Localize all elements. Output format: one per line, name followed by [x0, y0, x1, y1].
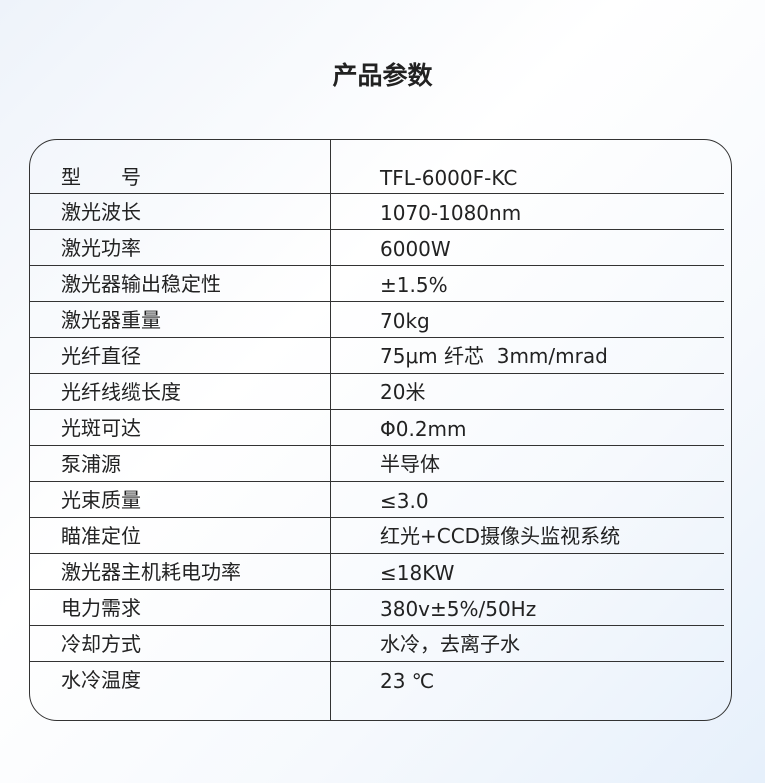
table-row: 电力需求 380v±5%/50Hz — [30, 590, 724, 626]
spec-label: 泵浦源 — [61, 452, 121, 476]
spec-value: 6000W — [380, 237, 451, 261]
table-row: 光束质量 ≤3.0 — [30, 482, 724, 518]
spec-value: 水冷，去离子水 — [380, 632, 520, 656]
table-row: 激光器主机耗电功率 ≤18KW — [30, 554, 724, 590]
spec-label: 光斑可达 — [61, 416, 141, 440]
spec-value: 20米 — [380, 380, 426, 404]
spec-value: 半导体 — [380, 452, 440, 476]
spec-label: 光束质量 — [61, 488, 141, 512]
table-row: 激光波长 1070-1080nm — [30, 194, 724, 230]
table-row: 激光器重量 70kg — [30, 302, 724, 338]
spec-value: 23 ℃ — [380, 669, 435, 693]
spec-label: 激光器重量 — [61, 308, 161, 332]
spec-label: 激光波长 — [61, 200, 141, 224]
table-row: 泵浦源 半导体 — [30, 446, 724, 482]
spec-value: TFL-6000F-KC — [380, 166, 518, 190]
spec-value: ±1.5% — [380, 273, 448, 297]
table-row: 瞄准定位 红光+CCD摄像头监视系统 — [30, 518, 724, 554]
table-row: 型 号 TFL-6000F-KC — [30, 140, 724, 194]
spec-value: 380v±5%/50Hz — [380, 597, 537, 621]
spec-label: 激光功率 — [61, 236, 141, 260]
table-row: 光纤线缆长度 20米 — [30, 374, 724, 410]
table-row: 光斑可达 Φ0.2mm — [30, 410, 724, 446]
table-row: 水冷温度 23 ℃ — [30, 662, 724, 697]
spec-label: 冷却方式 — [61, 632, 141, 656]
page-title: 产品参数 — [332, 61, 433, 90]
spec-table: 型 号 TFL-6000F-KC 激光波长 1070-1080nm 激光功率 6000W 激… — [29, 139, 732, 721]
table-row: 冷却方式 水冷，去离子水 — [30, 626, 724, 662]
spec-value: ≤18KW — [380, 561, 455, 585]
spec-label: 瞄准定位 — [61, 524, 141, 548]
spec-value: ≤3.0 — [380, 489, 429, 513]
spec-label: 光纤直径 — [61, 344, 141, 368]
spec-label: 电力需求 — [61, 596, 141, 620]
spec-value: 70kg — [380, 309, 430, 333]
spec-label: 激光器输出稳定性 — [61, 272, 221, 296]
spec-label: 型 号 — [61, 165, 141, 189]
table-row: 激光功率 6000W — [30, 230, 724, 266]
column-divider — [330, 140, 331, 720]
spec-value: 红光+CCD摄像头监视系统 — [380, 524, 621, 548]
spec-label: 水冷温度 — [61, 668, 141, 692]
spec-label: 光纤线缆长度 — [61, 380, 181, 404]
table-row: 激光器输出稳定性 ±1.5% — [30, 266, 724, 302]
table-row: 光纤直径 75μm 纤芯 3mm/mrad — [30, 338, 724, 374]
spec-label: 激光器主机耗电功率 — [61, 560, 241, 584]
spec-value: 75μm 纤芯 3mm/mrad — [380, 344, 608, 368]
spec-value: Φ0.2mm — [380, 417, 467, 441]
spec-value: 1070-1080nm — [380, 201, 522, 225]
